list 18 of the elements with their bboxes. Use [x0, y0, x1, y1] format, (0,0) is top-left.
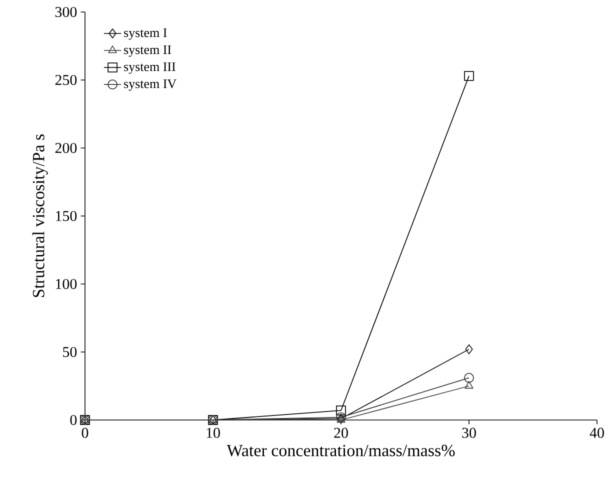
y-tick-label: 300 — [55, 6, 77, 18]
y-tick-label: 200 — [55, 142, 77, 154]
legend-label: system III — [124, 62, 176, 74]
x-tick-label: 40 — [590, 428, 604, 438]
y-tick-label: 150 — [56, 210, 77, 222]
y-axis-title: Structural viscosity/Pa s — [32, 134, 48, 298]
y-tick-label: 50 — [63, 346, 77, 358]
y-tick-label: 0 — [70, 414, 77, 426]
x-tick-label: 20 — [334, 428, 348, 438]
y-tick-label: 100 — [56, 278, 77, 290]
y-tick-label: 250 — [55, 74, 77, 86]
legend-label: system II — [124, 45, 172, 57]
legend-label: system IV — [124, 79, 176, 91]
x-tick-label: 10 — [206, 428, 220, 438]
x-tick-label: 0 — [82, 428, 88, 438]
legend-label: system I — [124, 28, 167, 40]
x-tick-label: 30 — [462, 428, 476, 438]
x-axis-title: Water concentration/mass/mass% — [226, 444, 455, 456]
